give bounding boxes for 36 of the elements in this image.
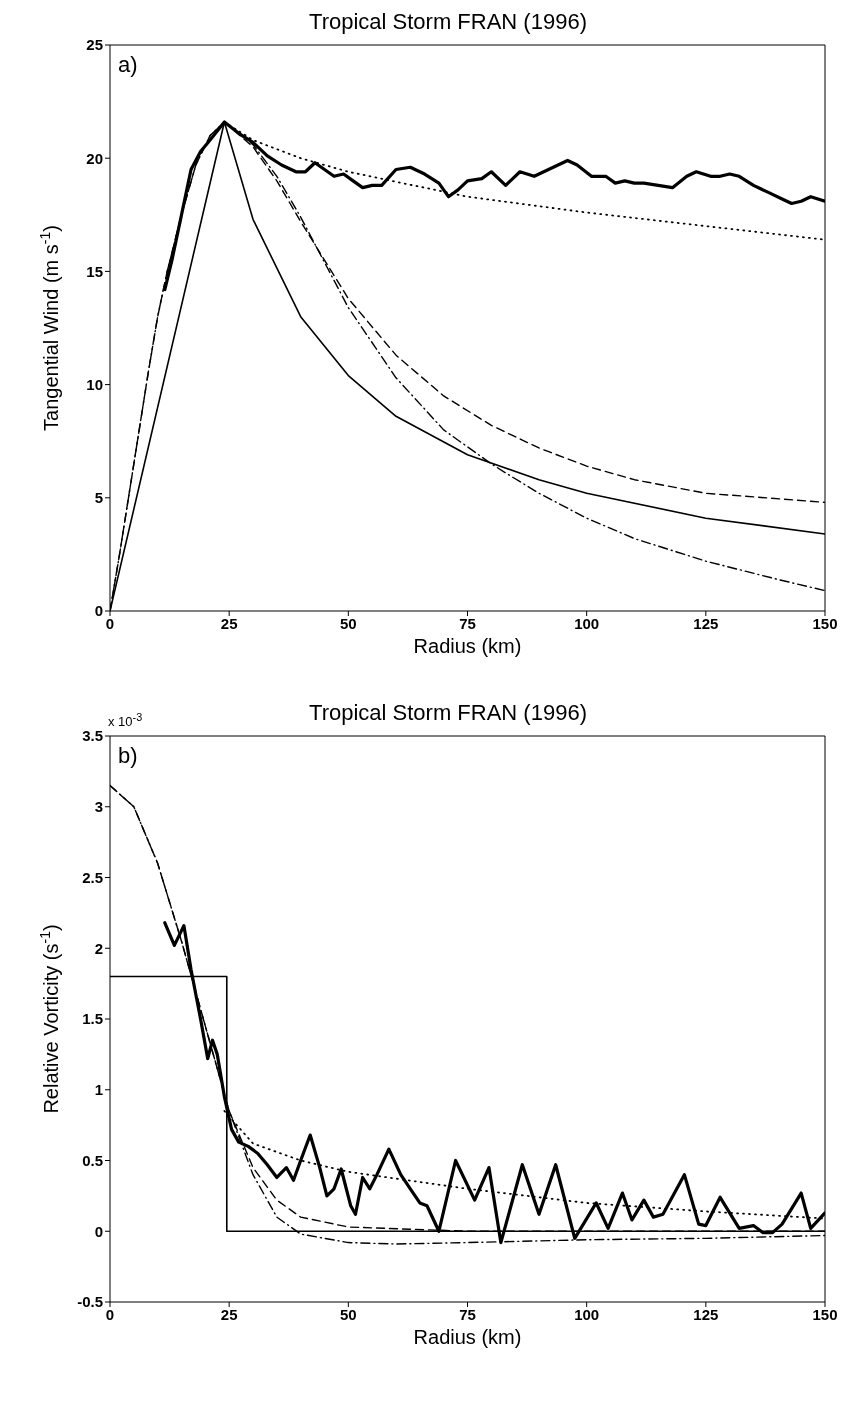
y-tick-label: 2.5 (82, 868, 103, 886)
y-tick-label: 5 (94, 489, 103, 507)
x-tick-label: 150 (812, 614, 838, 632)
y-tick-label: 25 (86, 36, 103, 54)
x-tick-label: 0 (105, 614, 115, 632)
y-tick-label: 10 (86, 375, 103, 393)
x-tick-label: 125 (693, 1305, 719, 1323)
y-tick-label: 2 (94, 939, 103, 957)
y-tick-label: 1 (94, 1081, 103, 1099)
x-axis-title: Radius (km) (413, 1326, 522, 1348)
y-tick-label: 3.5 (82, 727, 103, 745)
x-tick-label: 25 (220, 614, 238, 632)
x-tick-label: 75 (459, 614, 476, 632)
y-tick-label: 1.5 (82, 1010, 103, 1028)
chart-title: Tropical Storm FRAN (1996) (309, 700, 587, 725)
x-tick-label: 75 (459, 1305, 476, 1323)
y-tick-label: 0.5 (82, 1151, 103, 1169)
y-tick-label: 20 (86, 149, 103, 167)
y-tick-label: 15 (86, 262, 103, 280)
y-tick-label: 0 (94, 1222, 103, 1240)
chart-title: Tropical Storm FRAN (1996) (308, 8, 588, 36)
x-tick-label: 50 (339, 1305, 357, 1323)
x-tick-label: 0 (105, 1305, 115, 1323)
y-tick-label: -0.5 (77, 1293, 103, 1311)
x-axis-title: Radius (km) (413, 635, 522, 657)
x-tick-label: 150 (812, 1305, 838, 1323)
text: x 10$^{-3}$ (108, 711, 143, 730)
x-tick-label: 25 (220, 1305, 238, 1323)
y-tick-label: 0 (94, 602, 103, 620)
annotation: b) (118, 743, 138, 769)
x-tick-label: 100 (574, 614, 600, 632)
x-tick-label: 100 (574, 1305, 600, 1323)
y-tick-label: 3 (94, 798, 103, 816)
x-tick-label: 50 (339, 614, 357, 632)
x-tick-label: 125 (693, 614, 719, 632)
annotation: a) (118, 52, 138, 78)
